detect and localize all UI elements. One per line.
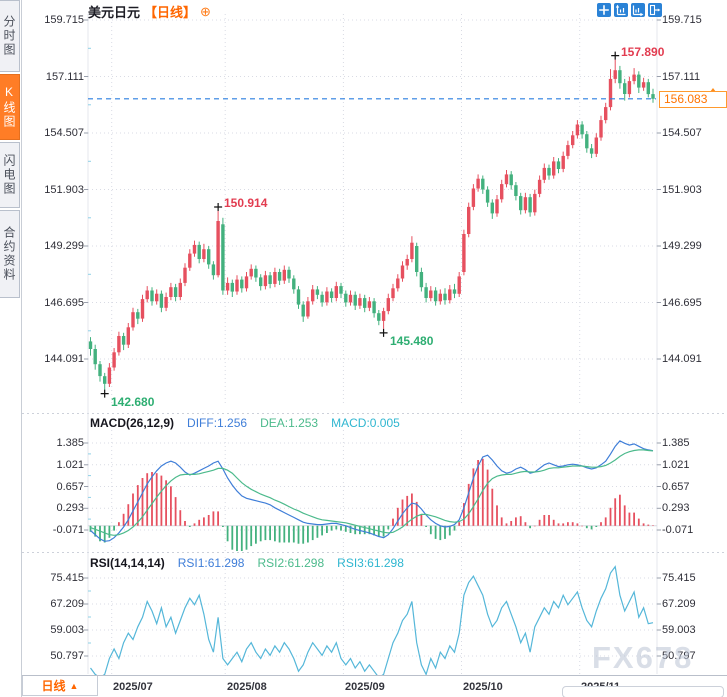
price-tick-label: 146.695 [44,297,84,309]
sidebar-item-timeshare-chart[interactable]: 分时图 [0,0,20,72]
month-gridlines [111,14,581,674]
extreme-price-annotation: 142.680 [111,395,155,409]
macd-dea-value: DEA:1.253 [260,416,319,430]
price-tick-label: 144.091 [44,353,84,365]
price-tick-label: 149.299 [662,240,702,252]
macd-diff-value: DIFF:1.256 [187,416,248,430]
extreme-price-annotation: 157.890 [621,45,665,59]
price-tick-label: 151.903 [662,184,702,196]
extreme-price-annotation: 150.914 [224,196,268,210]
macd-tick-label: 1.021 [662,459,690,471]
price-tick-label: 149.299 [44,240,84,252]
macd-tick-label: 0.657 [56,481,84,493]
sidebar-item-lightning-chart[interactable]: 闪电图 [0,142,20,208]
period-tag: 【日线】 [144,4,197,20]
chart-toolbar [597,3,662,17]
rsi2-value: RSI2:61.298 [257,556,325,570]
sidebar: 分时图 K线图 闪电图 合约资料 [0,0,22,697]
price-tick-label: 157.111 [662,71,701,83]
date-label: 2025/09 [345,681,385,693]
rsi-tick-label: 50.797 [50,650,84,662]
macd-tick-label: 1.385 [662,437,690,449]
rsi-series [90,565,654,675]
rsi-header: RSI(14,14,14) RSI1:61.298 RSI2:61.298 RS… [90,556,404,570]
price-tick-label: 159.715 [662,14,702,26]
macd-series [88,440,657,551]
bottom-scrollbar[interactable] [562,686,724,697]
macd-header: MACD(26,12,9) DIFF:1.256 DEA:1.253 MACD:… [90,416,400,430]
extreme-price-annotation: 145.480 [390,334,434,348]
watermark: FX678 [592,640,694,675]
macd-tick-label: 0.293 [56,502,84,514]
price-tick-label: 159.715 [44,14,84,26]
candlestick-series [88,59,655,390]
rsi-tick-label: 67.209 [662,598,696,610]
current-price-tag: 156.083 [659,91,727,108]
rsi3-value: RSI3:61.298 [337,556,404,570]
exit-fullscreen-icon[interactable] [648,3,662,17]
date-label: 2025/10 [463,681,503,693]
rsi-tick-label: 50.797 [662,650,696,662]
period-selector-label: 日线 [41,679,66,693]
rsi-params: RSI(14,14,14) [90,556,165,570]
rsi-tick-label: 67.209 [50,598,84,610]
scale-horizontal-icon[interactable] [631,3,645,17]
rsi-tick-label: 75.415 [662,572,696,584]
rsi1-value: RSI1:61.298 [177,556,245,570]
period-selector[interactable]: 日线 ▲ [22,676,98,696]
sidebar-item-contract-info[interactable]: 合约资料 [0,210,20,298]
date-label: 2025/08 [227,681,267,693]
macd-tick-label: -0.071 [662,524,694,536]
symbol-name: 美元日元 [88,4,141,20]
price-tick-label: 144.091 [662,353,702,365]
extreme-price-markers [100,51,620,398]
macd-tick-label: -0.071 [52,524,84,536]
price-tick-label: 154.507 [44,127,84,139]
macd-tick-label: 1.021 [56,459,84,471]
rsi-tick-label: 59.003 [50,624,84,636]
macd-macd-value: MACD:0.005 [331,416,400,430]
scale-vertical-icon[interactable] [614,3,628,17]
price-tick-label: 157.111 [45,71,84,83]
rsi-gridlines [84,577,661,657]
price-tick-label: 154.507 [662,127,702,139]
price-tick-label: 151.903 [44,184,84,196]
move-crosshair-icon[interactable] [597,3,611,17]
macd-tick-label: 1.385 [56,437,84,449]
macd-tick-label: 0.293 [662,502,690,514]
sidebar-item-label: 合约资料 [2,226,16,282]
sidebar-item-label: 闪电图 [2,154,16,196]
sidebar-item-kline-chart[interactable]: K线图 [0,74,20,140]
rsi-tick-label: 59.003 [662,624,696,636]
chevron-up-icon: ▲ [69,680,79,691]
date-label: 2025/07 [113,681,153,693]
add-indicator-icon[interactable]: ⊕ [200,3,211,19]
macd-params: MACD(26,12,9) [90,416,175,430]
chart-title-bar: 美元日元 【日线】 ⊕ [88,3,211,20]
sidebar-item-label: 分时图 [2,15,16,57]
macd-tick-label: 0.657 [662,481,690,493]
sidebar-item-label: K线图 [2,85,16,129]
rsi-tick-label: 75.415 [50,572,84,584]
price-tick-label: 146.695 [662,297,702,309]
